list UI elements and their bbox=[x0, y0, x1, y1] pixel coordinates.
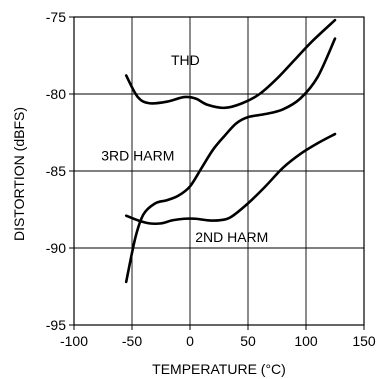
y-tick-label: -75 bbox=[46, 9, 66, 25]
x-tick-label: 50 bbox=[240, 333, 256, 349]
y-tick-label: -80 bbox=[46, 86, 66, 102]
x-tick-label: -50 bbox=[122, 333, 142, 349]
series-line-3rd-harm bbox=[124, 37, 337, 284]
series-line-2nd-harm bbox=[124, 132, 337, 226]
x-tick-label: 150 bbox=[352, 333, 376, 349]
x-tick-label: -100 bbox=[60, 333, 88, 349]
axis-ticks: -100 -50 0 50 100 150 -95 -90 -85 -80 -75 bbox=[46, 9, 376, 349]
x-tick-label: 100 bbox=[294, 333, 318, 349]
y-tick-label: -95 bbox=[46, 317, 66, 333]
series-label-3rd-harm: 3RD HARM bbox=[101, 148, 174, 164]
series-line-thd bbox=[124, 18, 337, 110]
series-lines bbox=[124, 18, 337, 284]
y-axis-title: DISTORTION (dBFS) bbox=[11, 107, 27, 241]
series-labels: THD 3RD HARM 2ND HARM bbox=[101, 52, 268, 245]
x-axis-title: TEMPERATURE (°C) bbox=[152, 361, 286, 377]
y-tick-label: -85 bbox=[46, 163, 66, 179]
y-tick-label: -90 bbox=[46, 240, 66, 256]
grid-lines bbox=[74, 17, 364, 325]
series-label-2nd-harm: 2ND HARM bbox=[195, 229, 268, 245]
series-label-thd: THD bbox=[171, 52, 200, 68]
x-tick-label: 0 bbox=[186, 333, 194, 349]
